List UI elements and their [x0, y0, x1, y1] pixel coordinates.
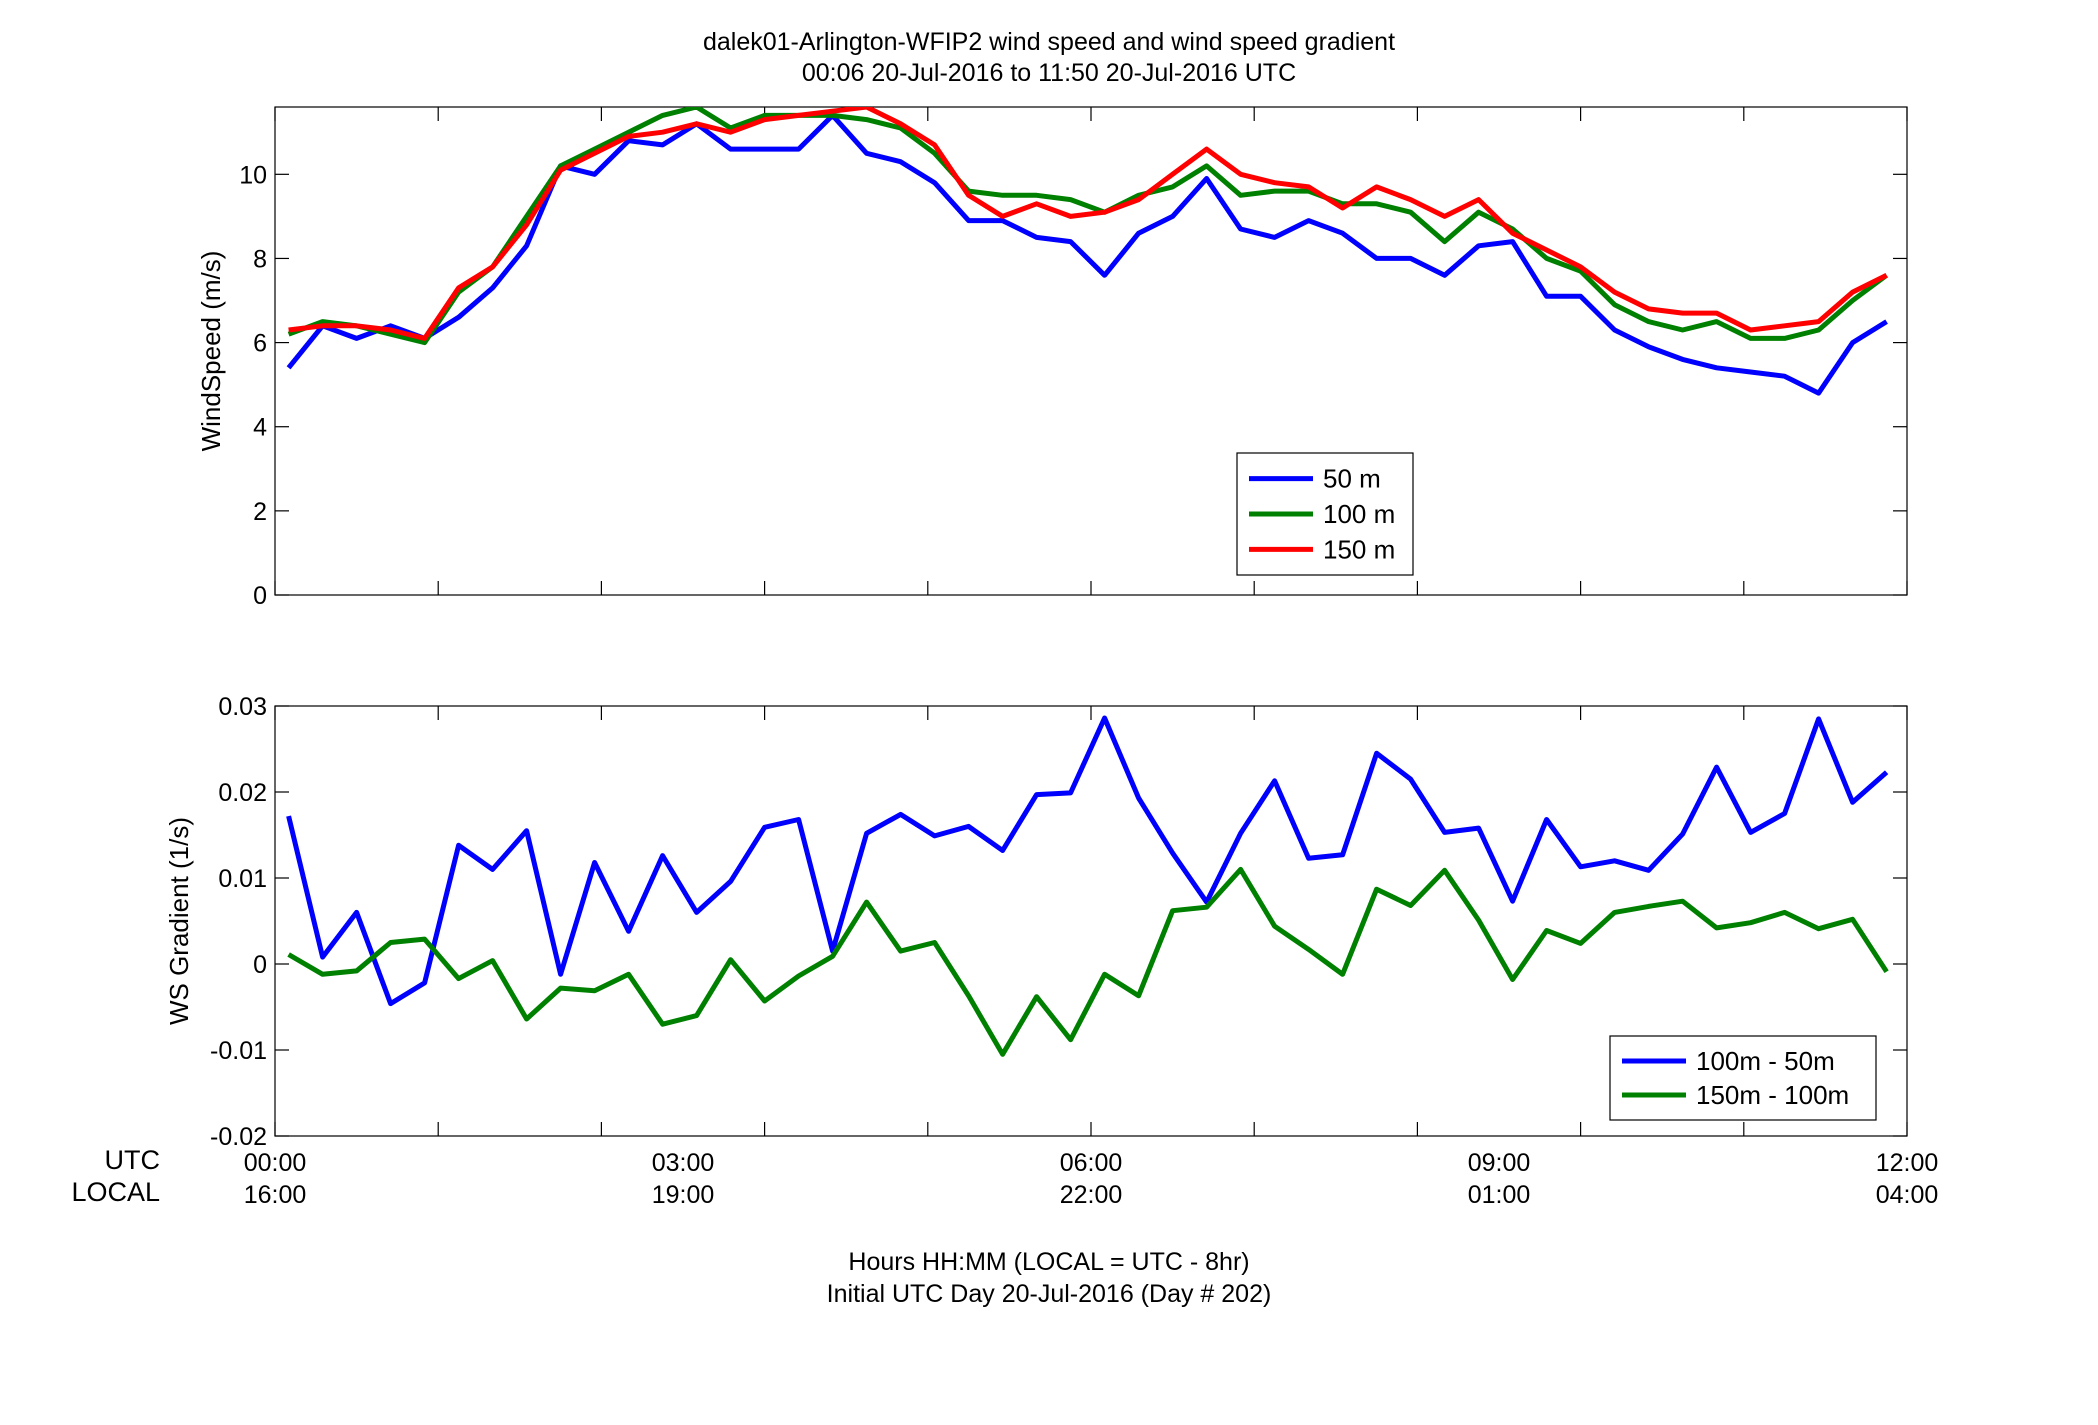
grad-ytick-label: 0	[253, 951, 267, 979]
legend-label: 150 m	[1323, 534, 1395, 564]
local-tick-label: 04:00	[1876, 1181, 1939, 1209]
local-tick-label: 16:00	[244, 1181, 307, 1209]
utc-tick-label: 03:00	[652, 1149, 715, 1177]
x-axis-sublabel: Initial UTC Day 20-Jul-2016 (Day # 202)	[826, 1280, 1272, 1308]
local-tick-label: 19:00	[652, 1181, 715, 1209]
local-tick-label: 01:00	[1468, 1181, 1531, 1209]
grad-ytick-label: -0.01	[210, 1037, 267, 1065]
legend-label: 100m - 50m	[1696, 1046, 1835, 1076]
ws-ytick-label: 4	[253, 414, 267, 442]
ws-legend: 50 m 100 m 150 m	[1236, 452, 1414, 576]
ws-ytick-label: 0	[253, 582, 267, 610]
legend-box	[1609, 1035, 1877, 1121]
grad-ytick-label: 0.01	[218, 865, 267, 893]
grad-ytick-label: 0.02	[218, 779, 267, 807]
local-row-label: LOCAL	[71, 1177, 160, 1207]
utc-tick-label: 09:00	[1468, 1149, 1531, 1177]
series-line-100-m	[287, 107, 1889, 346]
legend-label: 100 m	[1323, 499, 1395, 529]
series-line-100m-50m	[286, 715, 1889, 1007]
ws-ytick-label: 6	[253, 330, 267, 358]
ws-ylabel: WindSpeed (m/s)	[196, 251, 226, 452]
windspeed-panel: 0 2 4 6 8 10 WindSpeed (m/s) 50 m 100 m 150 m	[196, 106, 1908, 610]
ws-ytick-label: 8	[253, 245, 267, 273]
series-line-150m-100m	[287, 866, 1889, 1057]
series-line-150-m	[288, 107, 1888, 341]
utc-tick-label: 00:00	[244, 1149, 307, 1177]
utc-tick-label: 12:00	[1876, 1149, 1939, 1177]
legend-label: 50 m	[1323, 464, 1381, 494]
legend-label: 150m - 100m	[1696, 1080, 1849, 1110]
x-axis-label: Hours HH:MM (LOCAL = UTC - 8hr)	[848, 1248, 1250, 1276]
utc-row-label: UTC	[104, 1145, 161, 1175]
series-line-50-m	[286, 112, 1888, 396]
x-axis-tick-labels: 00:00 16:00 03:00 19:00 06:00 22:00 09:00 01:00…	[244, 1149, 1939, 1209]
ws-ytick-label: 10	[239, 161, 267, 189]
grad-ytick-label: -0.02	[210, 1123, 267, 1151]
gradient-panel: -0.02 -0.01 0 0.01 0.02 0.03 WS Gradient (1/s)…	[164, 693, 1908, 1151]
grad-ytick-label: 0.03	[218, 693, 267, 721]
chart-subtitle: 00:06 20-Jul-2016 to 11:50 20-Jul-2016 U…	[801, 59, 1297, 87]
chart-title: dalek01-Arlington-WFIP2 wind speed and w…	[702, 28, 1396, 56]
grad-legend: 100m - 50m 150m - 100m	[1609, 1035, 1877, 1121]
local-tick-label: 22:00	[1060, 1181, 1123, 1209]
ws-ytick-label: 2	[253, 498, 267, 526]
grad-ylabel: WS Gradient (1/s)	[164, 817, 194, 1025]
utc-tick-label: 06:00	[1060, 1149, 1123, 1177]
